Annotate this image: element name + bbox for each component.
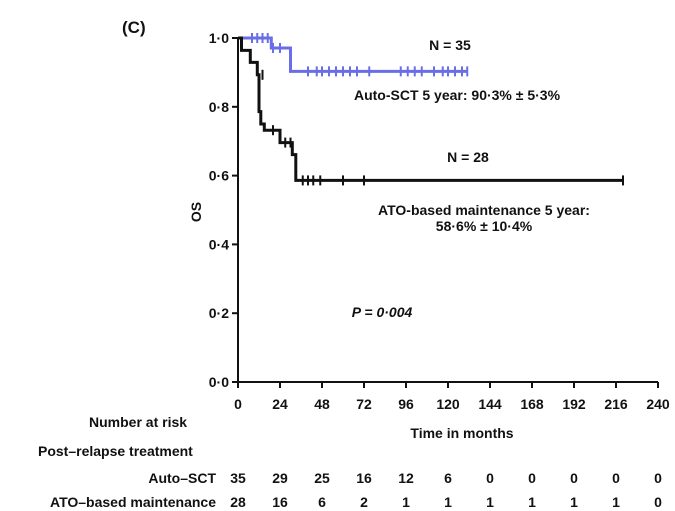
y-tick-label: 0·4: [209, 236, 229, 252]
risk-count: 16: [272, 494, 288, 510]
n-label-ato: N = 28: [447, 149, 489, 165]
risk-count: 0: [486, 470, 494, 486]
risk-count: 12: [398, 470, 414, 486]
y-tick-label: 0·2: [209, 305, 229, 321]
risk-count: 25: [314, 470, 330, 486]
panel-label: (C): [122, 18, 146, 37]
risk-count: 1: [570, 494, 578, 510]
risk-table-subtitle: Post–relapse treatment: [38, 443, 193, 459]
n-label-auto-sct: N = 35: [429, 37, 471, 53]
risk-row-label: ATO–based maintenance: [50, 494, 216, 510]
x-tick-label: 48: [314, 396, 330, 412]
x-tick-label: 168: [520, 396, 544, 412]
risk-count: 1: [444, 494, 452, 510]
summary-ato-line1: ATO-based maintenance 5 year:: [378, 202, 590, 218]
p-value-annotation: P = 0·004: [352, 304, 413, 320]
series-layer: [238, 33, 624, 186]
x-tick-label: 216: [604, 396, 628, 412]
y-axis-label: OS: [188, 202, 204, 222]
x-tick-label: 240: [646, 396, 670, 412]
x-tick-label: 0: [234, 396, 242, 412]
x-tick-label: 96: [398, 396, 414, 412]
risk-count: 2: [360, 494, 368, 510]
risk-count: 0: [612, 470, 620, 486]
y-tick-label: 1·0: [209, 30, 229, 46]
risk-count: 1: [486, 494, 494, 510]
x-tick-label: 72: [356, 396, 372, 412]
y-tick-label: 0·8: [209, 99, 229, 115]
x-tick-label: 144: [478, 396, 502, 412]
risk-count: 1: [528, 494, 536, 510]
risk-count: 35: [230, 470, 246, 486]
risk-count: 0: [654, 470, 662, 486]
x-tick-label: 24: [272, 396, 288, 412]
series-line-ato-based-maintenance: [238, 36, 623, 182]
risk-row-label: Auto–SCT: [148, 470, 216, 486]
risk-count: 1: [612, 494, 620, 510]
summary-ato-line2: 58·6% ± 10·4%: [436, 218, 533, 234]
risk-count: 29: [272, 470, 288, 486]
x-tick-label: 192: [562, 396, 586, 412]
y-tick-label: 0·6: [209, 168, 229, 184]
y-ticks: 0·0 0·2 0·4 0·6 0·8 1·0: [209, 30, 238, 390]
risk-count: 6: [444, 470, 452, 486]
y-tick-label: 0·0: [209, 374, 229, 390]
risk-count: 0: [654, 494, 662, 510]
risk-count: 28: [230, 494, 246, 510]
x-ticks: 0 24 48 72 96 120 144 168 192 216 240: [234, 382, 670, 412]
summary-auto-sct: Auto-SCT 5 year: 90·3% ± 5·3%: [354, 87, 561, 103]
risk-table-title: Number at risk: [89, 414, 187, 430]
risk-count: 6: [318, 494, 326, 510]
risk-count: 0: [528, 470, 536, 486]
x-tick-label: 120: [436, 396, 460, 412]
risk-count: 16: [356, 470, 372, 486]
x-axis-label: Time in months: [410, 425, 513, 441]
risk-count: 1: [402, 494, 410, 510]
risk-count: 0: [570, 470, 578, 486]
